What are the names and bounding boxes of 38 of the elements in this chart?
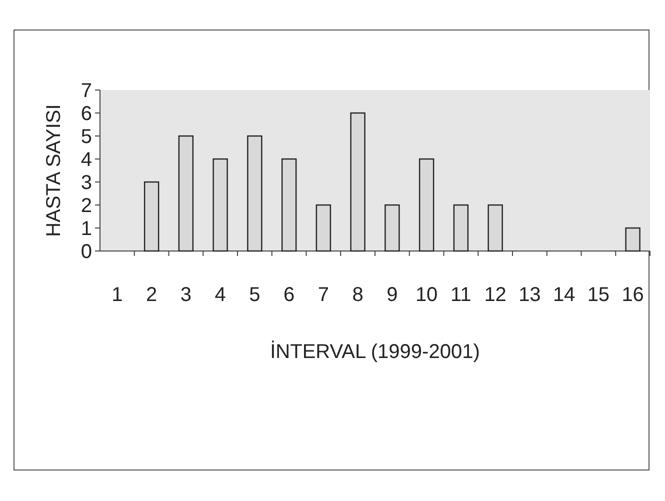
x-tick-label: 12 [484, 284, 506, 306]
x-tick-label: 10 [415, 284, 438, 306]
y-tick-label: 6 [80, 103, 92, 125]
bar [488, 204, 503, 252]
x-tick-label: 2 [146, 284, 158, 306]
y-tick-label: 7 [80, 80, 92, 102]
y-axis-title: HASTA SAYISI [43, 104, 65, 237]
x-axis-title: İNTERVAL (1999-2001) [270, 340, 480, 363]
x-tick-label: 15 [587, 284, 610, 306]
x-tick-label: 4 [214, 284, 226, 306]
bar [247, 135, 262, 252]
x-tick-label: 16 [622, 284, 644, 306]
y-tick-label: 5 [80, 126, 92, 148]
x-tick-label: 3 [180, 284, 192, 306]
bar [178, 135, 194, 252]
y-tick-label: 1 [80, 218, 92, 240]
x-tick-label: 13 [518, 284, 541, 306]
bar [384, 204, 400, 252]
y-tick-label: 3 [80, 172, 92, 194]
x-tick-label: 7 [318, 284, 329, 306]
bar [350, 112, 366, 252]
x-tick-label: 8 [352, 284, 364, 306]
y-tick-label: 4 [80, 149, 92, 171]
x-tick-label: 1 [112, 284, 123, 306]
bar [144, 181, 160, 252]
bar [625, 227, 640, 252]
bar [316, 204, 332, 252]
bar [453, 204, 469, 252]
y-tick-label: 0 [80, 241, 92, 263]
y-tick-label: 2 [80, 195, 92, 217]
x-tick-label: 9 [386, 284, 398, 306]
bar [212, 158, 228, 252]
bar [281, 158, 297, 252]
bar [418, 158, 434, 252]
x-tick-label: 6 [284, 284, 295, 306]
x-tick-label: 14 [552, 284, 576, 306]
x-tick-label: 5 [249, 284, 260, 306]
x-tick-label: 11 [450, 284, 472, 306]
